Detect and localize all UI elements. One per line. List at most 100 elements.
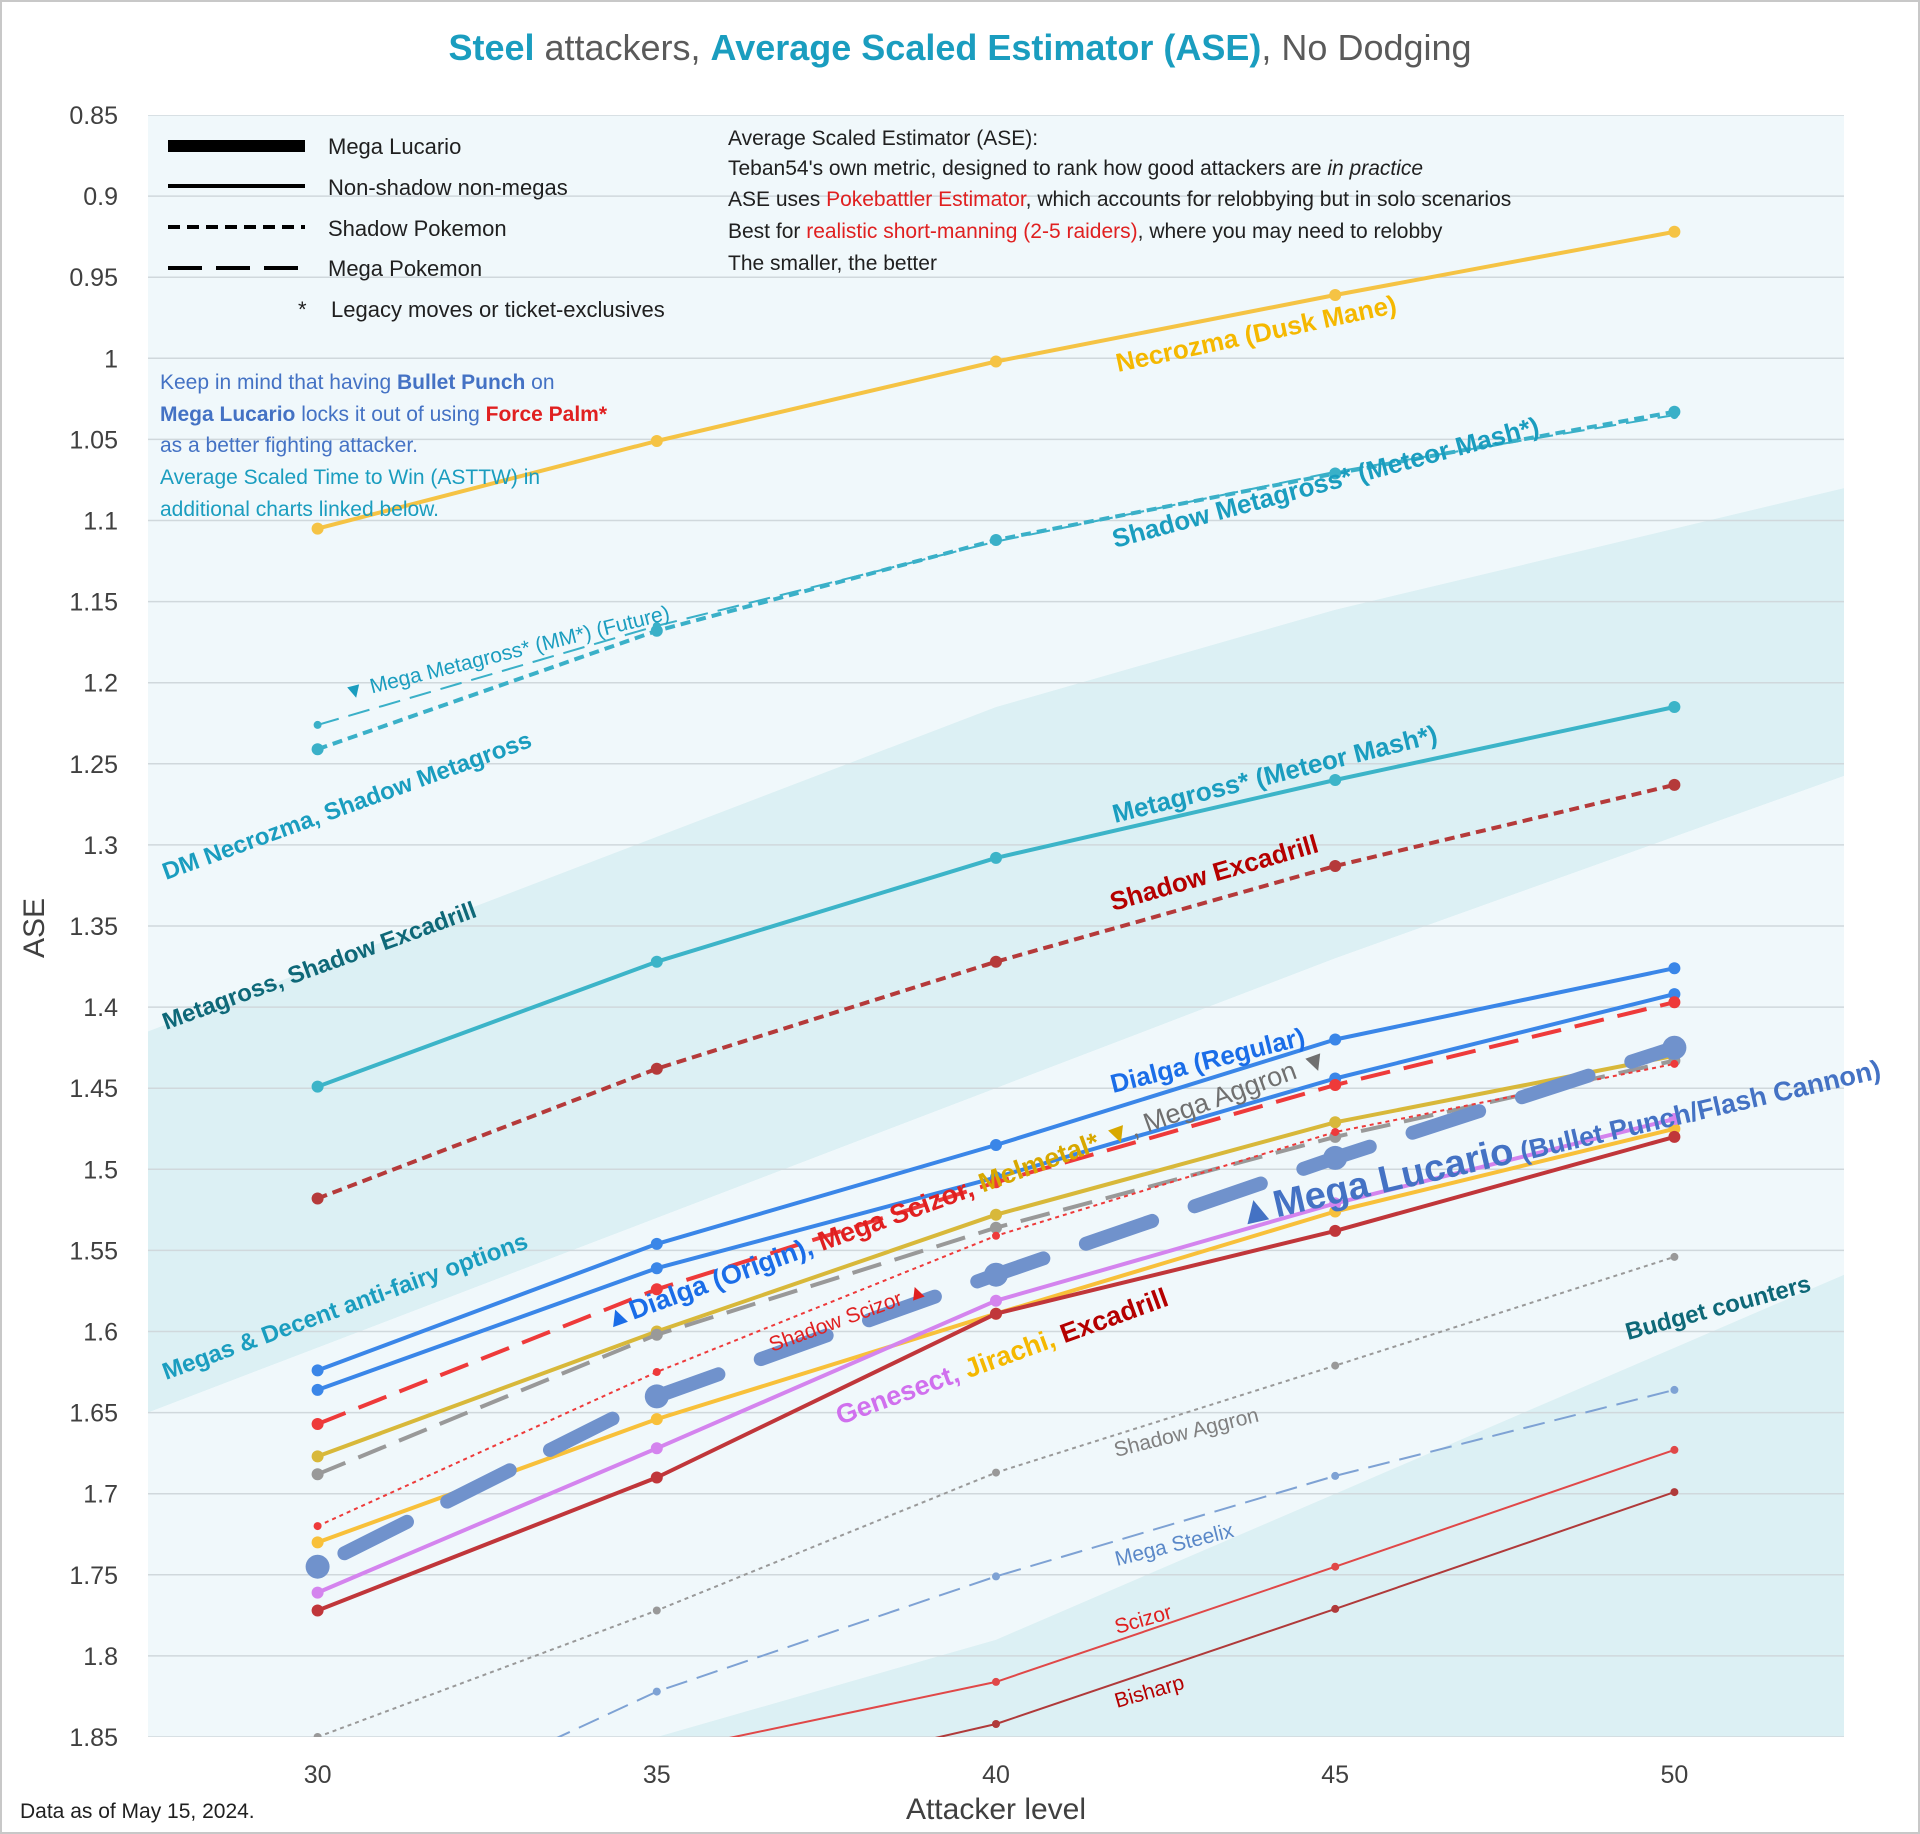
point-mega-metagross-mm-future-40 bbox=[992, 537, 1000, 546]
y-tick-label: 1.6 bbox=[83, 1319, 118, 1347]
point-shadow-aggron-45 bbox=[1331, 1361, 1340, 1370]
note-line-2: Mega Lucario locks it out of using Force… bbox=[160, 403, 608, 426]
point-excadrill-50 bbox=[1668, 1130, 1681, 1143]
note-line-5: additional charts linked below. bbox=[160, 498, 439, 521]
point-necrozma-dusk-mane-45 bbox=[1329, 289, 1342, 301]
point-metagross-meteor-mash-35 bbox=[650, 955, 663, 968]
point-mega-metagross-mm-future-30 bbox=[313, 720, 322, 729]
note-line-1: Keep in mind that having Bullet Punch on bbox=[160, 371, 555, 394]
point-genesect-35 bbox=[650, 1442, 663, 1455]
point-melmetal-40 bbox=[990, 1208, 1002, 1221]
info-line-2b: in practice bbox=[1327, 157, 1423, 180]
y-tick-label: 1.05 bbox=[69, 426, 118, 454]
point-shadow-scizor-40 bbox=[992, 1231, 1000, 1240]
point-excadrill-35 bbox=[650, 1471, 663, 1484]
point-metagross-meteor-mash-45 bbox=[1329, 774, 1342, 786]
point-metagross-meteor-mash-30 bbox=[311, 1080, 324, 1093]
x-tick-label: 35 bbox=[643, 1761, 671, 1789]
y-tick-label: 1.7 bbox=[83, 1481, 118, 1509]
legend-label-legacy: Legacy moves or ticket-exclusives bbox=[331, 297, 665, 322]
y-tick-label: 0.9 bbox=[83, 183, 118, 211]
y-axis-label: ASE bbox=[18, 898, 51, 958]
tier-bands bbox=[148, 115, 1844, 1737]
x-tick-label: 50 bbox=[1660, 1761, 1688, 1789]
series-shadow-excadrill bbox=[311, 778, 1681, 1205]
x-tick-label: 40 bbox=[982, 1761, 1010, 1789]
point-mega-scizor-35 bbox=[650, 1283, 663, 1296]
series-necrozma-dusk-mane bbox=[311, 225, 1681, 535]
point-mega-scizor-30 bbox=[311, 1418, 324, 1430]
series-genesect bbox=[311, 1113, 1681, 1599]
series-shadow-scizor bbox=[313, 1059, 1679, 1531]
point-bisharp-40 bbox=[992, 1720, 1000, 1728]
point-scizor-45 bbox=[1331, 1562, 1340, 1571]
point-dialga-regular-40 bbox=[990, 1139, 1002, 1151]
point-genesect-45 bbox=[1329, 1197, 1342, 1210]
series-mega-scizor bbox=[311, 996, 1681, 1430]
point-dialga-origin-30 bbox=[311, 1383, 324, 1396]
series-mega-lucario-bullet-punch-flash-cannon bbox=[305, 1035, 1687, 1579]
y-tick-label: 1.75 bbox=[69, 1562, 118, 1590]
point-necrozma-dusk-mane-40 bbox=[990, 355, 1002, 368]
x-tick-label: 45 bbox=[1321, 1761, 1349, 1789]
info-line-3a: ASE uses bbox=[728, 188, 826, 211]
note-line-1b: Bullet Punch bbox=[397, 371, 525, 394]
point-mega-scizor-50 bbox=[1668, 996, 1681, 1009]
x-tick-label: 30 bbox=[304, 1761, 332, 1789]
point-bisharp-45 bbox=[1331, 1604, 1340, 1613]
series-mega-steelix bbox=[556, 1385, 1679, 1737]
series-dialga-regular bbox=[311, 962, 1681, 1377]
point-mega-aggron-30 bbox=[311, 1468, 324, 1481]
point-necrozma-dusk-mane-30 bbox=[311, 522, 324, 535]
y-tick-label: 1.5 bbox=[83, 1156, 118, 1184]
info-line-1: Average Scaled Estimator (ASE): bbox=[728, 127, 1038, 150]
series-shadow-aggron bbox=[313, 1252, 1679, 1737]
point-mega-steelix-50 bbox=[1670, 1385, 1679, 1394]
footnote: Data as of May 15, 2024. bbox=[20, 1800, 255, 1823]
title-attackers: attackers, bbox=[534, 27, 710, 68]
note-line-1c: on bbox=[525, 371, 554, 394]
point-necrozma-dusk-mane-50 bbox=[1668, 225, 1681, 238]
point-dialga-regular-45 bbox=[1329, 1033, 1342, 1046]
point-shadow-aggron-35 bbox=[652, 1606, 661, 1615]
point-mega-steelix-40 bbox=[992, 1572, 1000, 1581]
tier-band-4 bbox=[148, 1274, 1844, 1737]
point-scizor-40 bbox=[992, 1677, 1000, 1686]
legend-label-mega: Mega Pokemon bbox=[328, 256, 482, 281]
point-mega-lucario-bullet-punch-flash-cannon-30 bbox=[305, 1554, 330, 1579]
y-tick-label: 1.35 bbox=[69, 913, 118, 941]
point-shadow-scizor-35 bbox=[652, 1368, 661, 1376]
point-bisharp-50 bbox=[1670, 1488, 1679, 1497]
tier-band-3 bbox=[148, 776, 1844, 1737]
series-line-mega-steelix bbox=[556, 1388, 1675, 1737]
info-line-4: Best for realistic short-manning (2-5 ra… bbox=[728, 220, 1443, 243]
legend-label-mega-lucario: Mega Lucario bbox=[328, 134, 461, 159]
point-jirachi-35 bbox=[650, 1413, 663, 1426]
point-mega-scizor-45 bbox=[1329, 1079, 1342, 1091]
info-line-4a: Best for bbox=[728, 220, 806, 243]
point-excadrill-30 bbox=[311, 1604, 324, 1617]
point-shadow-aggron-30 bbox=[313, 1733, 322, 1737]
point-genesect-30 bbox=[311, 1586, 324, 1599]
point-shadow-excadrill-35 bbox=[650, 1062, 663, 1075]
y-tick-label: 0.95 bbox=[69, 264, 118, 292]
point-shadow-aggron-50 bbox=[1670, 1252, 1679, 1261]
y-tick-label: 1.2 bbox=[83, 670, 118, 698]
point-excadrill-45 bbox=[1329, 1224, 1342, 1237]
point-mega-lucario-bullet-punch-flash-cannon-40 bbox=[984, 1262, 1008, 1287]
point-necrozma-dusk-mane-35 bbox=[650, 435, 663, 447]
point-shadow-excadrill-40 bbox=[990, 955, 1002, 968]
point-shadow-metagross-meteor-mash-30 bbox=[311, 743, 324, 756]
series-lines bbox=[305, 225, 1687, 1737]
plot-area bbox=[148, 115, 1844, 1737]
point-genesect-50 bbox=[1668, 1113, 1681, 1125]
point-mega-steelix-45 bbox=[1331, 1471, 1340, 1480]
title-ase: Average Scaled Estimator (ASE) bbox=[711, 27, 1262, 68]
point-mega-aggron-40 bbox=[990, 1221, 1002, 1234]
legend: Mega Lucario Non-shadow non-megas Shadow… bbox=[168, 134, 665, 322]
note-line-3: as a better fighting attacker. bbox=[160, 434, 418, 457]
point-excadrill-40 bbox=[990, 1307, 1002, 1320]
y-tick-label: 1.1 bbox=[83, 508, 118, 536]
